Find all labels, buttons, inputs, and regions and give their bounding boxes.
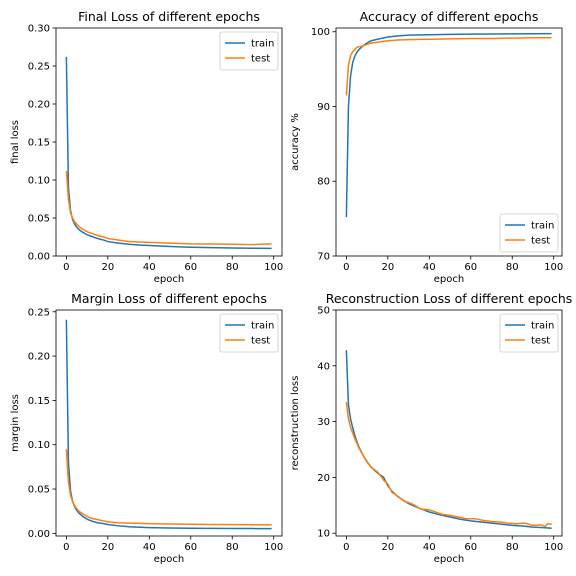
y-tick-label: 10 [317, 529, 330, 540]
y-tick-label: 0.25 [28, 62, 50, 73]
x-tick-label: 0 [343, 262, 349, 273]
x-tick-label: 80 [226, 542, 239, 553]
x-tick-label: 20 [381, 262, 394, 273]
chart-title: Reconstruction Loss of different epochs [326, 291, 573, 306]
y-tick-label: 0.00 [28, 252, 50, 263]
x-tick-label: 20 [101, 262, 114, 273]
series-line-test [65, 170, 272, 246]
subplot-2: 0 20 40 60 80 100 70 80 90 100 Accuracy of differe… [290, 9, 563, 285]
y-tick-label: 0.05 [28, 214, 50, 225]
y-tick-label: 0.15 [28, 138, 50, 149]
legend-label-train: train [531, 221, 554, 232]
x-tick-label: 100 [264, 262, 283, 273]
x-tick-label: 40 [423, 262, 436, 273]
axes-frame [335, 309, 563, 537]
x-tick-label: 60 [464, 542, 477, 553]
y-tick-label: 80 [317, 177, 330, 188]
chart-title: Margin Loss of different epochs [71, 291, 267, 306]
y-tick-label: 70 [317, 252, 330, 263]
legend-label-test: test [251, 336, 270, 347]
legend-box [219, 313, 279, 353]
series-line-train [345, 32, 552, 218]
y-tick-label: 20 [317, 473, 330, 484]
x-axis-label: epoch [154, 554, 184, 565]
x-tick-label: 80 [226, 262, 239, 273]
y-axis-label: accuracy % [290, 113, 301, 171]
chart-title: Accuracy of different epochs [360, 9, 539, 24]
y-tick-label: 0.10 [28, 440, 50, 451]
legend-label-test: test [531, 336, 550, 347]
series-line-train [345, 350, 552, 529]
series-line-test [65, 449, 272, 526]
y-tick-label: 30 [317, 417, 330, 428]
y-tick-label: 0.20 [28, 100, 50, 111]
y-tick-label: 0.30 [28, 24, 50, 35]
legend: train test [219, 31, 279, 71]
subplot-3: 0 20 40 60 80 100 0.00 0.05 0.10 0.15 0.20 0.25 Marg… [10, 291, 283, 565]
x-tick-label: 60 [184, 262, 197, 273]
x-axis-label: epoch [154, 274, 184, 285]
x-axis-label: epoch [434, 274, 464, 285]
series-line-test [345, 36, 552, 96]
x-tick-label: 100 [544, 542, 563, 553]
x-tick-label: 40 [143, 542, 156, 553]
x-tick-label: 20 [101, 542, 114, 553]
y-tick-label: 0.20 [28, 352, 50, 363]
y-tick-label: 100 [311, 27, 330, 38]
legend-box [219, 31, 279, 71]
x-tick-label: 0 [343, 542, 349, 553]
legend-box [499, 313, 559, 353]
y-tick-label: 50 [317, 306, 330, 317]
y-tick-label: 0.05 [28, 485, 50, 496]
y-tick-label: 0.10 [28, 176, 50, 187]
x-tick-label: 100 [544, 262, 563, 273]
legend: train test [499, 213, 559, 253]
axes-frame [335, 27, 563, 257]
series-line-train [65, 56, 272, 250]
y-tick-label: 0.25 [28, 307, 50, 318]
y-tick-label: 40 [317, 361, 330, 372]
y-tick-label: 90 [317, 102, 330, 113]
x-tick-label: 100 [264, 542, 283, 553]
x-tick-label: 20 [381, 542, 394, 553]
x-tick-label: 60 [184, 542, 197, 553]
legend-label-test: test [251, 54, 270, 65]
x-tick-label: 60 [464, 262, 477, 273]
axes-frame [55, 309, 283, 537]
chart-title: Final Loss of different epochs [78, 9, 260, 24]
legend-label-train: train [531, 321, 554, 332]
x-axis-label: epoch [434, 554, 464, 565]
series-line-test [345, 401, 552, 528]
x-tick-label: 0 [63, 542, 69, 553]
subplot-1: 0 20 40 60 80 100 0.00 0.05 0.10 0.15 0.20 0.25 0.30… [10, 9, 283, 285]
x-tick-label: 0 [63, 262, 69, 273]
legend: train test [219, 313, 279, 353]
y-axis-label: margin loss [10, 394, 21, 452]
legend-label-test: test [531, 236, 550, 247]
legend-label-train: train [251, 39, 274, 50]
x-tick-label: 80 [506, 262, 519, 273]
y-axis-label: final loss [10, 120, 21, 164]
x-tick-label: 80 [506, 542, 519, 553]
legend-box [499, 213, 559, 253]
y-tick-label: 0.15 [28, 396, 50, 407]
legend: train test [499, 313, 559, 353]
x-tick-label: 40 [143, 262, 156, 273]
legend-label-train: train [251, 321, 274, 332]
y-tick-label: 0.00 [28, 529, 50, 540]
x-tick-label: 40 [423, 542, 436, 553]
y-axis-label: reconstruction loss [290, 376, 301, 471]
